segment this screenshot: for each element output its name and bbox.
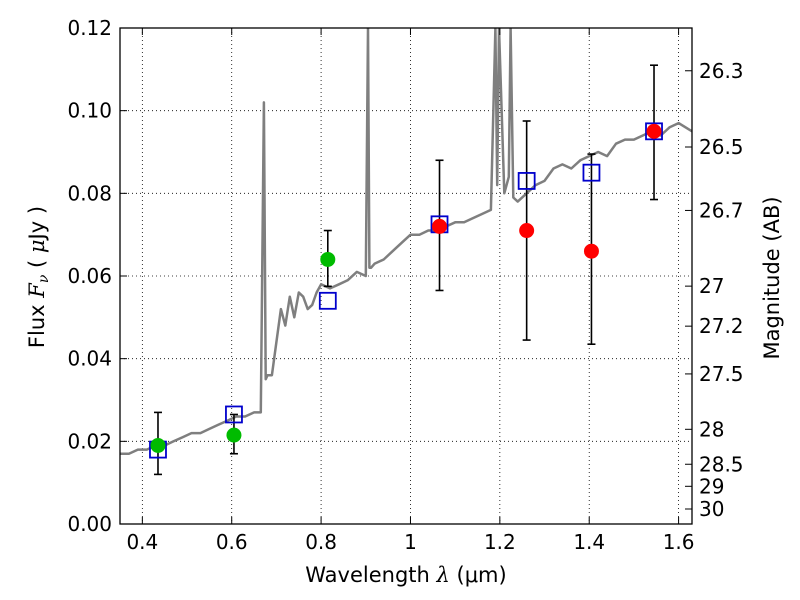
mag-tick-label: 27.2 — [699, 314, 744, 338]
mag-tick-label: 26.3 — [699, 59, 744, 83]
observed-flux-point — [583, 243, 599, 259]
y-tick-label: 0.06 — [67, 264, 112, 288]
mag-tick-label: 27 — [699, 274, 724, 298]
model-band-square — [582, 163, 601, 182]
mag-tick-label: 28.5 — [699, 452, 744, 476]
y-tick-label: 0.02 — [67, 429, 112, 453]
mag-tick-label: 29 — [699, 474, 724, 498]
model-band-square — [517, 172, 536, 190]
x-tick-label: 0.6 — [216, 530, 248, 554]
observed-flux-point — [226, 427, 242, 443]
observed-flux-point — [150, 437, 166, 453]
mag-tick-label: 26.5 — [699, 135, 744, 159]
mag-tick-label: 27.5 — [699, 362, 744, 386]
observed-flux-point — [646, 123, 662, 139]
y-axis-title: Flux Fν ( μJy ) — [25, 206, 52, 348]
observed-flux-point — [519, 223, 535, 239]
points-layer — [149, 122, 663, 459]
mag-tick-label: 28 — [699, 417, 724, 441]
model-band-square — [225, 405, 243, 424]
observed-flux-point — [432, 218, 448, 234]
x-tick-label: 0.8 — [305, 530, 337, 554]
y-axis-left: 0.00 0.02 0.04 0.06 0.08 0.10 0.12 — [67, 16, 127, 536]
y-tick-label: 0.00 — [67, 512, 112, 536]
model-band-square — [645, 122, 663, 141]
y-tick-label: 0.08 — [67, 181, 112, 205]
x-axis: 0.4 0.6 0.8 1 1.2 1.4 1.6 — [126, 28, 695, 554]
mag-tick-label: 30 — [699, 497, 724, 521]
x-tick-label: 1.2 — [484, 530, 516, 554]
y-tick-label: 0.10 — [67, 99, 112, 123]
model-band-square — [318, 291, 337, 310]
x-tick-label: 0.4 — [126, 530, 158, 554]
x-axis-title: Wavelength λ (μm) — [305, 563, 506, 587]
x-tick-label: 1 — [404, 530, 417, 554]
model-spectrum-line — [120, 28, 692, 455]
observed-flux-point — [320, 251, 336, 267]
x-tick-label: 1.6 — [663, 530, 695, 554]
y-tick-label: 0.12 — [67, 16, 112, 40]
mag-tick-label: 26.7 — [699, 198, 744, 222]
x-tick-label: 1.4 — [573, 530, 605, 554]
y-tick-label: 0.04 — [67, 347, 112, 371]
y2-axis-title: Magnitude (AB) — [760, 196, 784, 359]
model-spectrum-layer — [120, 28, 692, 455]
